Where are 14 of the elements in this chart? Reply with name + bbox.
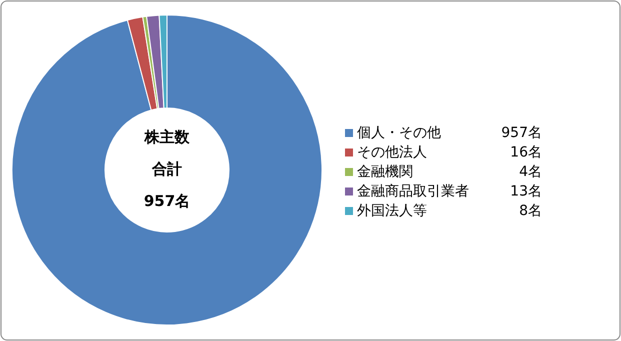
legend-label: 金融機関: [357, 164, 413, 180]
legend-label: 外国法人等: [357, 202, 427, 219]
legend-label: その他法人: [357, 144, 427, 160]
data-label: 13名: [510, 183, 542, 200]
data-label: 8名: [519, 202, 542, 219]
legend-label: 個人・その他: [357, 124, 441, 141]
legend-label: 金融商品取引業者: [357, 183, 469, 200]
donut-slice: [12, 14, 322, 326]
text: 株主数: [144, 128, 190, 146]
data-label: 16名: [510, 144, 542, 160]
data-label: 957名: [501, 124, 542, 141]
data-label: 4名: [519, 164, 542, 180]
text: 合計: [151, 160, 182, 178]
text: 957名: [144, 192, 190, 210]
